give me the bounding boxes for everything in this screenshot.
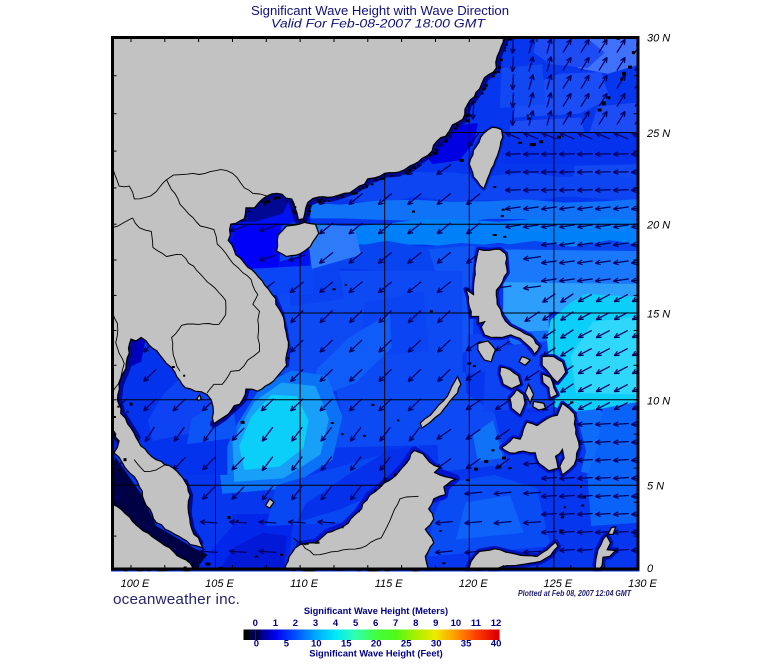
svg-text:105 E: 105 E [205,578,234,590]
svg-text:120 E: 120 E [459,578,488,590]
svg-text:100 E: 100 E [121,578,150,590]
svg-text:7: 7 [393,618,398,629]
svg-text:8: 8 [413,618,418,629]
svg-text:25: 25 [401,639,412,650]
svg-text:Significant Wave Height (Meter: Significant Wave Height (Meters) [304,606,448,616]
svg-text:6: 6 [373,618,378,629]
svg-text:30 N: 30 N [647,33,670,45]
svg-text:35: 35 [461,639,472,650]
svg-text:10 N: 10 N [647,395,670,407]
svg-text:3: 3 [313,618,318,629]
svg-text:15: 15 [341,639,352,650]
svg-text:110 E: 110 E [290,578,319,590]
svg-text:115 E: 115 E [375,578,404,590]
svg-text:40: 40 [491,639,502,650]
svg-text:0: 0 [253,618,258,629]
svg-text:11: 11 [471,618,482,629]
svg-text:15 N: 15 N [647,309,670,321]
svg-text:0: 0 [647,563,654,575]
svg-text:5: 5 [284,639,290,650]
svg-text:12: 12 [491,618,502,629]
svg-text:Significant Wave Height with W: Significant Wave Height with Wave Direct… [251,3,509,18]
svg-text:4: 4 [333,618,339,629]
svg-text:2: 2 [293,618,298,629]
svg-text:130 E: 130 E [628,578,657,590]
svg-text:Significant Wave Height (Feet): Significant Wave Height (Feet) [309,649,442,659]
svg-text:25 N: 25 N [646,128,670,140]
svg-text:Plotted at Feb 08, 2007 12:04: Plotted at Feb 08, 2007 12:04 GMT [518,589,632,598]
svg-text:9: 9 [433,618,438,629]
svg-text:20: 20 [371,639,382,650]
svg-text:30: 30 [431,639,442,650]
svg-text:5: 5 [353,618,359,629]
svg-text:Valid For Feb-08-2007 18:00 GM: Valid For Feb-08-2007 18:00 GMT [271,17,487,31]
svg-text:10: 10 [451,618,462,629]
svg-text:0: 0 [254,639,259,650]
svg-text:10: 10 [311,639,322,650]
svg-text:20 N: 20 N [646,220,670,232]
svg-text:1: 1 [273,618,279,629]
svg-text:oceanweather inc.: oceanweather inc. [113,592,240,608]
svg-text:5 N: 5 N [647,481,664,493]
svg-text:125 E: 125 E [544,578,573,590]
